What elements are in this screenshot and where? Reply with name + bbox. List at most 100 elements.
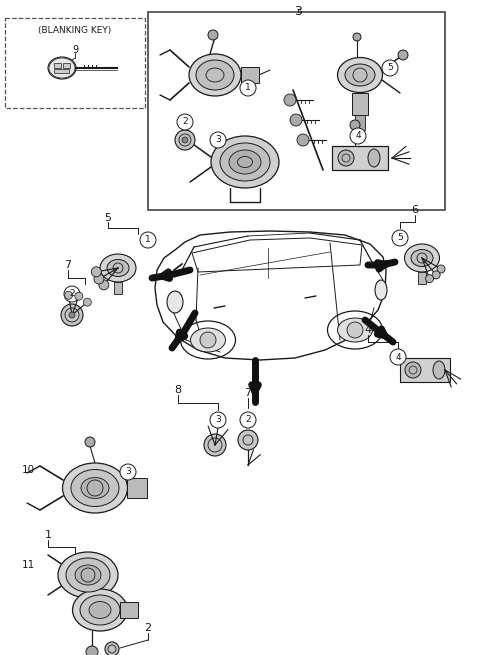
Circle shape [85, 437, 95, 447]
Text: 1: 1 [145, 236, 151, 244]
Ellipse shape [107, 259, 129, 276]
Circle shape [432, 271, 440, 279]
Text: 3: 3 [215, 415, 221, 424]
Text: 3: 3 [294, 5, 302, 18]
Circle shape [86, 646, 98, 655]
Bar [148, 12, 445, 210]
Text: 3: 3 [215, 136, 221, 145]
Ellipse shape [368, 149, 380, 167]
Ellipse shape [58, 552, 118, 598]
Circle shape [204, 434, 226, 456]
Ellipse shape [81, 477, 109, 498]
Circle shape [208, 30, 218, 40]
Circle shape [347, 322, 363, 338]
Text: 4: 4 [364, 325, 372, 335]
Circle shape [175, 130, 195, 150]
Text: 9: 9 [72, 45, 78, 55]
Circle shape [69, 312, 75, 318]
Circle shape [200, 332, 216, 348]
Ellipse shape [337, 318, 372, 342]
Circle shape [338, 150, 354, 166]
Circle shape [140, 232, 156, 248]
Bar [241, 67, 259, 83]
Circle shape [61, 304, 83, 326]
Circle shape [238, 430, 258, 450]
Ellipse shape [62, 463, 128, 513]
Bar [355, 115, 365, 130]
Circle shape [120, 464, 136, 480]
Ellipse shape [89, 601, 111, 618]
Ellipse shape [80, 595, 120, 625]
Circle shape [382, 60, 398, 76]
Circle shape [426, 274, 433, 283]
Circle shape [353, 33, 361, 41]
Circle shape [94, 274, 104, 284]
Text: 6: 6 [411, 205, 419, 215]
Circle shape [182, 137, 188, 143]
Circle shape [210, 412, 226, 428]
Ellipse shape [211, 136, 279, 188]
Ellipse shape [66, 558, 110, 592]
Text: 5: 5 [105, 213, 111, 223]
Ellipse shape [75, 565, 101, 585]
Bar [127, 478, 147, 498]
Circle shape [350, 128, 366, 144]
Circle shape [177, 114, 193, 130]
Circle shape [350, 120, 360, 130]
Circle shape [437, 265, 445, 273]
Circle shape [75, 292, 83, 300]
Circle shape [91, 267, 101, 277]
Text: (BLANKING KEY): (BLANKING KEY) [38, 26, 112, 35]
Ellipse shape [196, 60, 234, 90]
Bar [332, 146, 388, 170]
Bar [418, 272, 426, 284]
Circle shape [99, 280, 109, 290]
Text: 2: 2 [69, 290, 75, 299]
Text: 8: 8 [174, 385, 181, 395]
Circle shape [105, 642, 119, 655]
Text: 1: 1 [45, 530, 51, 540]
Circle shape [297, 134, 309, 146]
Bar [63, 63, 70, 68]
Ellipse shape [189, 54, 241, 96]
Text: 2: 2 [144, 623, 152, 633]
Ellipse shape [71, 470, 119, 506]
Text: 2: 2 [182, 117, 188, 126]
Circle shape [240, 80, 256, 96]
Ellipse shape [375, 280, 387, 300]
Ellipse shape [345, 64, 375, 86]
Ellipse shape [405, 244, 440, 272]
Ellipse shape [337, 58, 383, 92]
Ellipse shape [167, 291, 183, 313]
Ellipse shape [433, 361, 445, 379]
Bar [352, 93, 368, 115]
Circle shape [210, 132, 226, 148]
Text: 1: 1 [245, 83, 251, 92]
Ellipse shape [72, 589, 128, 631]
Text: 5: 5 [397, 233, 403, 242]
Circle shape [290, 114, 302, 126]
Text: 4: 4 [395, 352, 401, 362]
Ellipse shape [220, 143, 270, 181]
Text: 7: 7 [244, 388, 252, 398]
Circle shape [240, 412, 256, 428]
Bar [5, 18, 145, 108]
Ellipse shape [191, 328, 226, 352]
Bar [400, 358, 450, 382]
Ellipse shape [411, 250, 433, 267]
Circle shape [64, 286, 80, 302]
Bar [114, 282, 122, 294]
Text: 5: 5 [387, 64, 393, 73]
Circle shape [64, 291, 72, 299]
Text: 7: 7 [64, 260, 72, 270]
Bar [54, 69, 69, 73]
Circle shape [284, 94, 296, 106]
Bar [120, 602, 138, 618]
Text: 3: 3 [125, 468, 131, 476]
Ellipse shape [100, 254, 136, 282]
Text: 11: 11 [22, 560, 35, 570]
Circle shape [392, 230, 408, 246]
Circle shape [390, 349, 406, 365]
Circle shape [398, 50, 408, 60]
Ellipse shape [229, 150, 261, 174]
